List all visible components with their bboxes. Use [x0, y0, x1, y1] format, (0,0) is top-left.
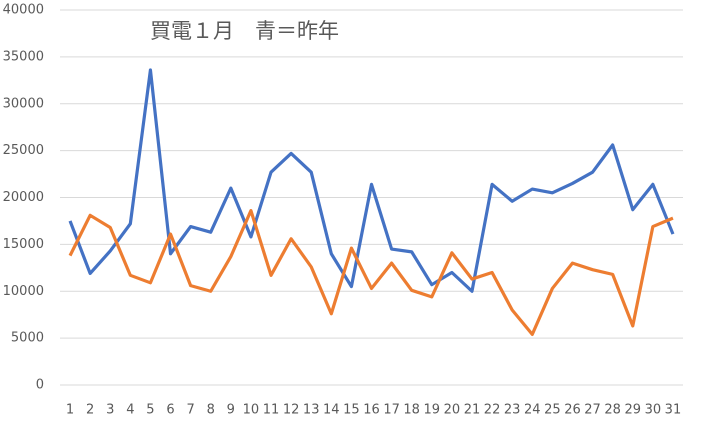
- x-tick-label: 22: [484, 403, 501, 418]
- x-tick-label: 31: [665, 403, 682, 418]
- x-tick-label: 9: [227, 403, 235, 418]
- series-line: [68, 68, 675, 293]
- y-tick-label: 35000: [3, 49, 44, 64]
- x-tick-label: 7: [186, 403, 194, 418]
- x-tick-label: 27: [584, 403, 601, 418]
- x-tick-label: 11: [263, 403, 280, 418]
- y-tick-label: 5000: [11, 331, 44, 346]
- y-tick-label: 15000: [3, 237, 44, 252]
- x-tick-label: 18: [403, 403, 420, 418]
- series-line: [68, 209, 674, 336]
- x-tick-label: 28: [604, 403, 621, 418]
- x-tick-label: 5: [146, 403, 154, 418]
- x-tick-label: 8: [207, 403, 215, 418]
- x-tick-label: 2: [86, 403, 94, 418]
- x-tick-label: 3: [106, 403, 114, 418]
- x-tick-label: 20: [444, 403, 461, 418]
- x-tick-label: 19: [424, 403, 441, 418]
- x-tick-label: 6: [166, 403, 174, 418]
- x-tick-label: 15: [343, 403, 360, 418]
- x-tick-label: 25: [544, 403, 561, 418]
- y-tick-label: 10000: [3, 284, 44, 299]
- x-tick-label: 29: [624, 403, 641, 418]
- y-tick-label: 20000: [3, 190, 44, 205]
- x-tick-label: 26: [564, 403, 581, 418]
- x-tick-label: 17: [383, 403, 400, 418]
- x-tick-label: 23: [504, 403, 521, 418]
- y-tick-label: 0: [36, 378, 44, 393]
- y-tick-label: 40000: [3, 3, 44, 18]
- y-tick-label: 30000: [3, 96, 44, 111]
- x-tick-label: 12: [283, 403, 300, 418]
- x-tick-label: 30: [645, 403, 662, 418]
- x-tick-label: 16: [363, 403, 380, 418]
- y-tick-label: 25000: [3, 143, 44, 158]
- x-tick-label: 13: [303, 403, 320, 418]
- x-tick-label: 10: [243, 403, 260, 418]
- x-tick-label: 4: [126, 403, 134, 418]
- x-tick-label: 1: [66, 403, 74, 418]
- x-tick-label: 24: [524, 403, 541, 418]
- x-tick-label: 14: [323, 403, 340, 418]
- chart-title: 買電１月 青＝昨年: [150, 19, 339, 43]
- x-tick-label: 21: [464, 403, 481, 418]
